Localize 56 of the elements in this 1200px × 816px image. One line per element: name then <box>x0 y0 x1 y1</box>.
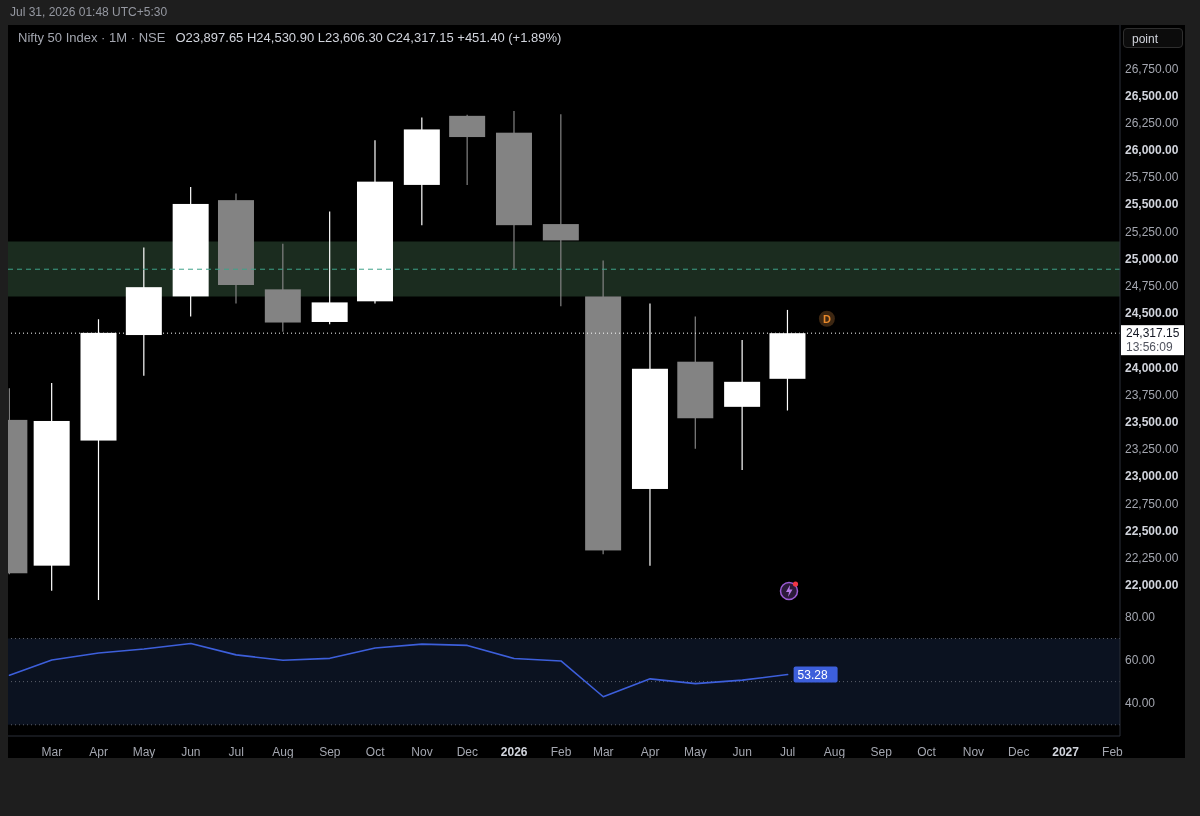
x-tick-label: May <box>132 745 156 759</box>
y-tick-label: 22,500.00 <box>1125 523 1179 538</box>
y-tick-label: 60.00 <box>1125 653 1156 668</box>
line-series <box>8 642 789 698</box>
x-tick-label: Aug <box>272 745 294 759</box>
x-tick-label: Mar <box>41 745 63 759</box>
x-tick-label: Oct <box>917 745 937 759</box>
y-tick-label: 25,500.00 <box>1125 197 1179 212</box>
x-tick-label: Jul <box>228 745 244 759</box>
x-tick-label: Sep <box>319 745 341 759</box>
button[interactable]: point <box>1123 28 1183 48</box>
x-tick-label: Dec <box>1008 745 1030 759</box>
y-tick-label: 24,750.00 <box>1125 279 1179 294</box>
ref-line-label: 24,317.15 <box>1126 326 1180 341</box>
y-tick-label: 25,250.00 <box>1125 224 1179 239</box>
x-tick-label: Jun <box>181 745 201 759</box>
y-tick-label: 80.00 <box>1125 609 1156 624</box>
chart-title: Nifty 50 Index · 1M · NSE <box>18 30 166 45</box>
candlestick <box>542 113 579 307</box>
data-label: 53.28 <box>797 667 828 682</box>
y-tick-label: 25,000.00 <box>1125 251 1179 266</box>
y-tick-label: 25,750.00 <box>1125 170 1179 185</box>
y-tick-label: 24,500.00 <box>1125 306 1179 321</box>
x-tick-label: Aug <box>823 745 846 759</box>
x-tick-label: Apr <box>89 745 108 759</box>
y-tick-label: 23,000.00 <box>1125 469 1179 484</box>
y-tick-label: 22,750.00 <box>1125 496 1179 511</box>
annotation: D <box>822 312 831 325</box>
y-tick-label: 22,250.00 <box>1125 551 1179 566</box>
x-tick-label: Jul <box>779 745 796 759</box>
text: 13:56:09 <box>1126 340 1174 355</box>
x-tick-label: May <box>684 745 707 759</box>
x-tick-label: Feb <box>1102 745 1124 759</box>
x-tick-label: Mar <box>592 745 614 759</box>
x-tick-label: Nov <box>962 745 985 759</box>
x-tick-label: Oct <box>365 745 386 759</box>
x-tick-label: 2027 <box>1052 745 1080 759</box>
x-tick-label: Sep <box>870 745 893 759</box>
y-tick-label: 22,000.00 <box>1125 578 1179 593</box>
y-tick-label: 23,500.00 <box>1125 415 1179 430</box>
x-tick-label: Jun <box>732 745 752 759</box>
y-tick-label: 26,000.00 <box>1125 143 1179 158</box>
y-tick-label: 23,250.00 <box>1125 442 1179 457</box>
y-tick-label: 26,250.00 <box>1125 115 1179 130</box>
y-tick-label: 24,000.00 <box>1125 360 1179 375</box>
text: Jul 31, 2026 01:48 UTC+5:30 <box>10 5 168 19</box>
y-tick-label: 23,750.00 <box>1125 387 1179 402</box>
chart-subtitle: O23,897.65 H24,530.90 L23,606.30 C24,317.15 +451.40 (+1.89%) <box>175 30 562 45</box>
x-tick-label: Feb <box>550 745 572 759</box>
y-tick-label: 40.00 <box>1125 696 1156 711</box>
y-tick-label: 26,500.00 <box>1125 88 1179 103</box>
y-tick-label: 26,750.00 <box>1125 61 1179 76</box>
x-tick-label: Nov <box>411 745 433 759</box>
x-tick-label: Apr <box>640 745 660 759</box>
x-tick-label: 2026 <box>500 745 528 759</box>
x-tick-label: Dec <box>456 745 478 759</box>
